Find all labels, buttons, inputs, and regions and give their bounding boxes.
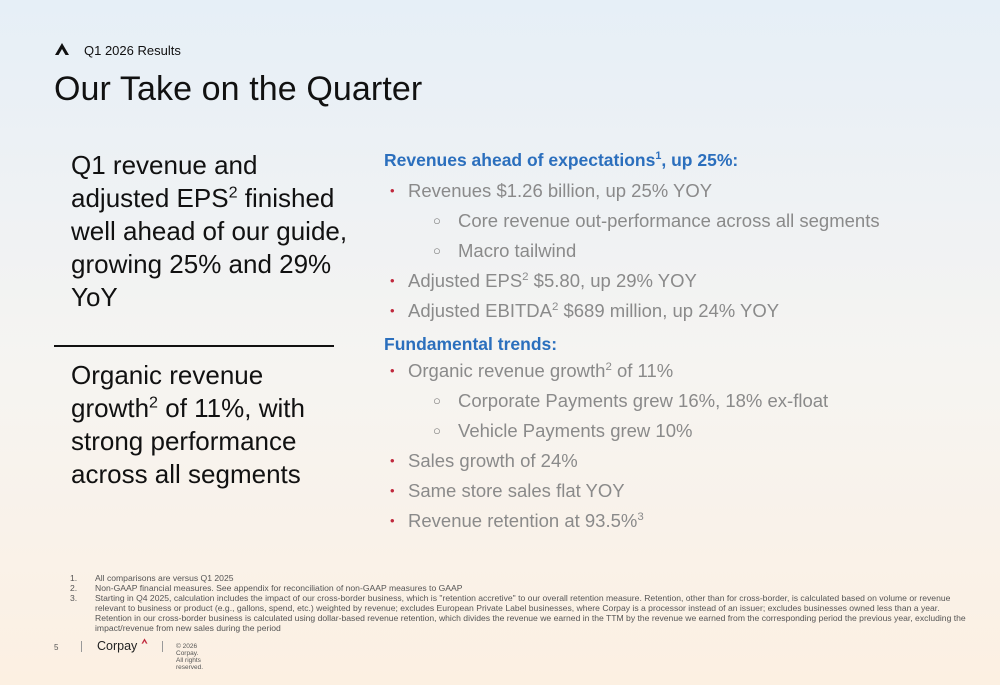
sub-bullet-item: ○ Macro tailwind — [384, 236, 984, 266]
heading-text-cont: , up 25%: — [661, 150, 739, 170]
footnote-number: 2. — [70, 583, 78, 593]
left-callout-top: Q1 revenue and adjusted EPS2 finished we… — [71, 149, 351, 314]
bullet-dot-icon: • — [390, 483, 395, 498]
bullet-text: Adjusted EPS — [408, 270, 523, 291]
footnote-text: All comparisons are versus Q1 2025 — [95, 573, 234, 583]
footnotes: 1. All comparisons are versus Q1 2025 2. N… — [70, 573, 975, 633]
footnote-ref: 2 — [551, 300, 559, 313]
page-title: Our Take on the Quarter — [54, 70, 423, 108]
footnote-item: 2. Non-GAAP financial measures. See appen… — [70, 583, 975, 593]
footnote-item: 3. Starting in Q4 2025, calculation inclu… — [70, 593, 975, 633]
corpay-logo-icon — [55, 43, 69, 55]
bullet-text: Corporate Payments grew 16%, 18% ex-floa… — [458, 390, 829, 411]
left-callout-bottom: Organic revenue growth2 of 11%, with str… — [71, 359, 351, 491]
copyright-notice: © 2026 Corpay. All rights reserved. — [176, 643, 204, 671]
bullet-text-cont: of 11% — [611, 360, 674, 381]
footnote-ref: 2 — [228, 183, 238, 202]
hollow-circle-icon: ○ — [433, 393, 441, 408]
callout-top-text: Q1 revenue and adjusted EPS — [71, 150, 258, 213]
bullet-dot-icon: • — [390, 273, 395, 288]
bullet-item: • Revenue retention at 93.5%3 — [384, 506, 984, 536]
bullet-text: Vehicle Payments grew 10% — [458, 420, 693, 441]
bullet-item: • Revenues $1.26 billion, up 25% YOY — [384, 176, 984, 206]
highlights-column: Revenues ahead of expectations1, up 25%:… — [384, 148, 984, 536]
heading-text: Revenues ahead of expectations — [384, 150, 656, 170]
footnote-number: 3. — [70, 593, 78, 603]
sub-bullet-item: ○ Core revenue out-performance across all… — [384, 206, 984, 236]
bullet-item: • Adjusted EPS2 $5.80, up 29% YOY — [384, 266, 984, 296]
hollow-circle-icon: ○ — [433, 243, 441, 258]
corpay-mark-icon — [141, 638, 148, 644]
footnote-text: Non-GAAP financial measures. See appendi… — [95, 583, 463, 593]
bullet-dot-icon: • — [390, 453, 395, 468]
divider-line — [54, 345, 334, 347]
footnote-ref: 1 — [655, 150, 662, 163]
footnote-number: 1. — [70, 573, 78, 583]
deck-section-label: Q1 2026 Results — [84, 43, 181, 58]
footer-separator — [162, 641, 163, 652]
bullet-item: • Adjusted EBITDA2 $689 million, up 24% Y… — [384, 296, 984, 326]
callout-bottom-text-cont: of 11%, with strong performance across a… — [71, 393, 305, 489]
footnote-ref: 2 — [522, 270, 529, 283]
page-number: 5 — [54, 643, 59, 652]
callout-top-text-cont: finished well ahead of our guide, growin… — [71, 183, 348, 312]
bullet-item: • Sales growth of 24% — [384, 446, 984, 476]
bullet-text-cont: $5.80, up 29% YOY — [528, 270, 697, 291]
bullet-item: • Same store sales flat YOY — [384, 476, 984, 506]
bullet-text: Organic revenue growth — [408, 360, 606, 381]
bullet-text-cont: $689 million, up 24% YOY — [558, 300, 780, 321]
footnote-ref: 2 — [605, 360, 612, 373]
bullet-dot-icon: • — [390, 183, 395, 198]
footnote-item: 1. All comparisons are versus Q1 2025 — [70, 573, 975, 583]
bullet-text: Sales growth of 24% — [408, 450, 578, 471]
bullet-text: Macro tailwind — [458, 240, 577, 261]
bullet-text: Revenue retention at 93.5% — [408, 510, 638, 531]
bullet-text: Revenues $1.26 billion, up 25% YOY — [408, 180, 713, 201]
brand-wordmark: Corpay — [97, 639, 138, 653]
trends-heading: Fundamental trends: — [384, 334, 558, 354]
footer-separator — [81, 641, 82, 652]
bullet-dot-icon: • — [390, 513, 395, 528]
hollow-circle-icon: ○ — [433, 423, 441, 438]
footnote-ref: 3 — [637, 510, 644, 523]
callout-bottom-text: Organic revenue growth — [71, 360, 264, 423]
sub-bullet-item: ○ Vehicle Payments grew 10% — [384, 416, 984, 446]
bullet-dot-icon: • — [390, 363, 395, 378]
hollow-circle-icon: ○ — [433, 213, 441, 228]
bullet-text: Core revenue out-performance across all … — [458, 210, 880, 231]
bullet-item: • Organic revenue growth2 of 11% — [384, 356, 984, 386]
bullet-text: Adjusted EBITDA — [408, 300, 552, 321]
sub-bullet-item: ○ Corporate Payments grew 16%, 18% ex-flo… — [384, 386, 984, 416]
bullet-text: Same store sales flat YOY — [408, 480, 625, 501]
bullet-dot-icon: • — [390, 303, 395, 318]
revenues-heading: Revenues ahead of expectations1, up 25%: — [384, 148, 984, 172]
footnote-text: Starting in Q4 2025, calculation include… — [95, 593, 966, 633]
footnote-ref: 2 — [149, 393, 159, 412]
